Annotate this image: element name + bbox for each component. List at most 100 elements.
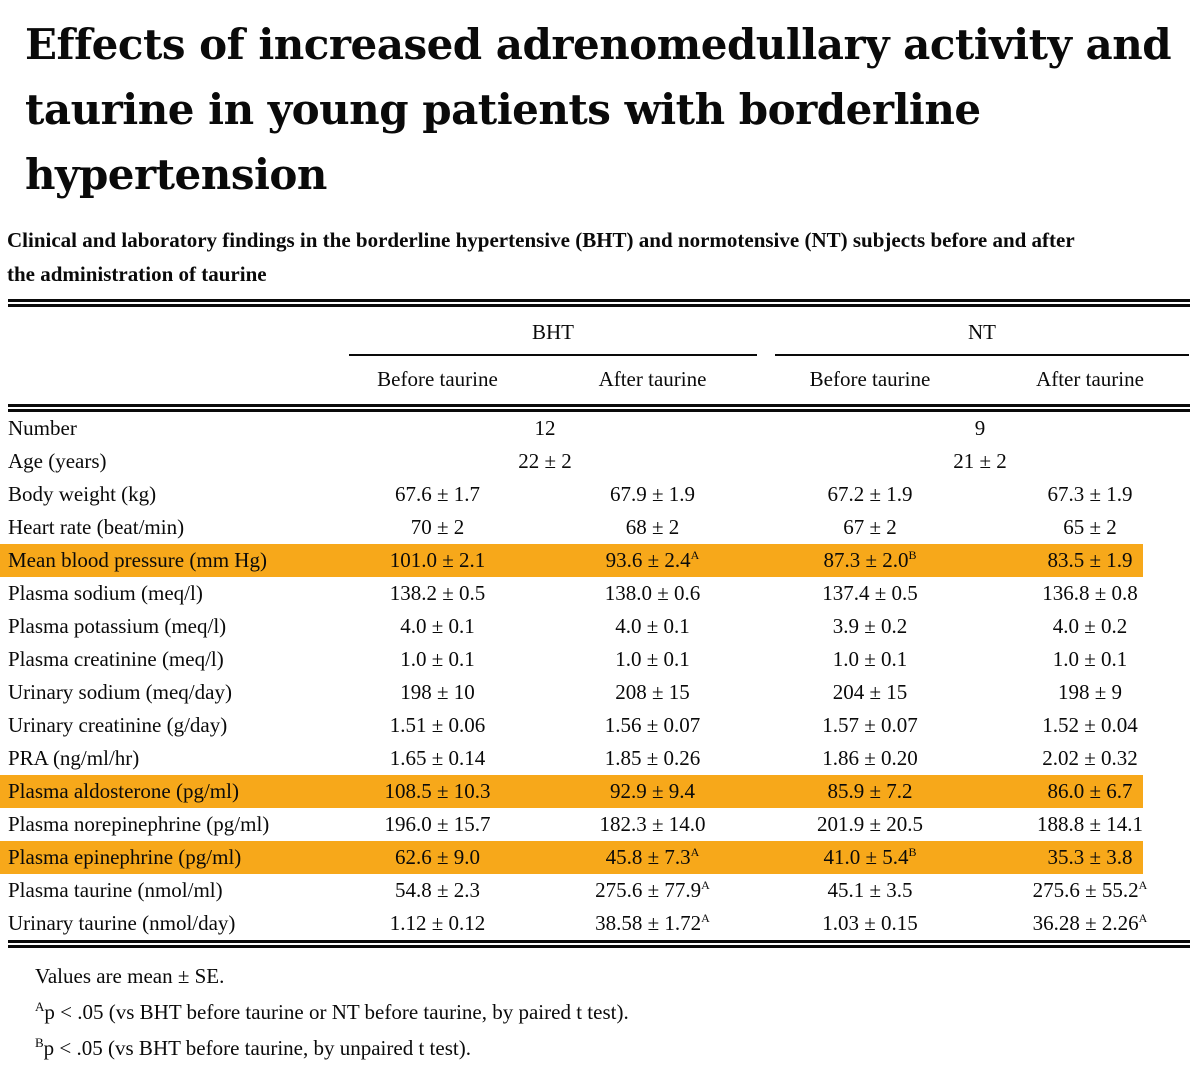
table-row: Urinary creatinine (g/day) 1.51 ± 0.06 1.5… — [0, 709, 1200, 742]
table-row: Plasma potassium (meq/l) 4.0 ± 0.1 4.0 ± 0… — [0, 610, 1200, 643]
footnote: Bp < .05 (vs BHT before taurine, by unpa… — [35, 1035, 471, 1060]
value-cell: 65 ± 2 — [1063, 515, 1117, 539]
value-cell: 1.85 ± 0.26 — [604, 746, 701, 770]
footnote: Values are mean ± SE. — [35, 964, 225, 988]
value-cell: 208 ± 15 — [615, 680, 690, 704]
page-title-line-3: hypertension — [25, 150, 327, 199]
group-header-row: BHT NT — [0, 307, 1200, 357]
table-row: Plasma norepinephrine (pg/ml) 196.0 ± 15.… — [0, 808, 1200, 841]
group-header-bht: BHT — [330, 307, 760, 357]
sub-header-nt-after: After taurine — [1036, 367, 1144, 391]
group-label-bht: BHT — [349, 319, 757, 356]
value-cell: 4.0 ± 0.2 — [1052, 614, 1128, 638]
table-row: Number 12 9 — [0, 412, 1200, 445]
value-cell: 1.86 ± 0.20 — [822, 746, 918, 770]
row-label: Mean blood pressure (mm Hg) — [0, 544, 330, 577]
table-caption-line-1: Clinical and laboratory findings in the … — [7, 228, 1075, 252]
value-cell: 12 — [534, 416, 556, 440]
table-row: Plasma creatinine (meq/l) 1.0 ± 0.1 1.0 ± … — [0, 643, 1200, 676]
value-cell: 67.3 ± 1.9 — [1047, 482, 1133, 506]
value-cell: 1.03 ± 0.15 — [822, 911, 918, 935]
row-label: Heart rate (beat/min) — [8, 515, 185, 539]
row-label: Plasma aldosterone (pg/ml) — [0, 775, 330, 808]
value-cell: 198 ± 10 — [400, 680, 475, 704]
significance-superscript: A — [701, 878, 710, 892]
table-bottom-rule — [8, 940, 1190, 948]
value-cell: 67 ± 2 — [843, 515, 897, 539]
group-label-nt: NT — [775, 319, 1189, 356]
value-cell: 201.9 ± 20.5 — [816, 812, 924, 836]
value-cell: 93.6 ± 2.4A — [545, 544, 760, 577]
page-title: Effects of increased adrenomedullary act… — [25, 12, 1200, 207]
value-cell: 1.57 ± 0.07 — [822, 713, 918, 737]
value-cell: 86.0 ± 6.7 — [980, 775, 1200, 808]
value-cell: 198 ± 9 — [1057, 680, 1123, 704]
value-cell: 275.6 ± 77.9A — [595, 878, 710, 902]
value-cell: 67.6 ± 1.7 — [394, 482, 481, 506]
row-label: Plasma creatinine (meq/l) — [8, 647, 224, 671]
row-label: Age (years) — [8, 449, 107, 473]
significance-superscript: A — [701, 911, 710, 925]
footnote-superscript: B — [35, 1035, 44, 1050]
value-cell: 275.6 ± 55.2A — [1032, 878, 1148, 902]
significance-superscript: A — [690, 845, 700, 859]
value-cell: 1.0 ± 0.1 — [400, 647, 475, 671]
sub-header-nt-before: Before taurine — [809, 367, 931, 391]
table-row: Plasma epinephrine (pg/ml) 62.6 ± 9.0 45.8… — [0, 841, 1200, 874]
value-cell: 3.9 ± 0.2 — [832, 614, 908, 638]
significance-superscript: B — [908, 548, 917, 562]
table-row: Body weight (kg) 67.6 ± 1.7 67.9 ± 1.9 67.2… — [0, 478, 1200, 511]
value-cell: 182.3 ± 14.0 — [599, 812, 706, 836]
row-label: Plasma potassium (meq/l) — [8, 614, 227, 638]
value-cell: 38.58 ± 1.72A — [595, 911, 710, 935]
table-top-rule — [8, 299, 1190, 307]
value-cell: 85.9 ± 7.2 — [760, 775, 980, 808]
row-label: Urinary creatinine (g/day) — [8, 713, 228, 737]
row-label: Body weight (kg) — [8, 482, 157, 506]
value-cell: 41.0 ± 5.4B — [760, 841, 980, 874]
value-cell: 1.52 ± 0.04 — [1042, 713, 1138, 737]
table-header: BHT NT Before taurine After taurine Befo… — [0, 307, 1200, 404]
value-cell: 4.0 ± 0.1 — [400, 614, 475, 638]
value-cell: 67.2 ± 1.9 — [827, 482, 913, 506]
value-cell: 87.3 ± 2.0B — [760, 544, 980, 577]
table-row: Heart rate (beat/min) 70 ± 2 68 ± 2 67 ± 2 6… — [0, 511, 1200, 544]
value-cell: 188.8 ± 14.1 — [1036, 812, 1144, 836]
table-mid-rule — [8, 404, 1190, 412]
value-cell: 21 ± 2 — [953, 449, 1007, 473]
table-row: PRA (ng/ml/hr) 1.65 ± 0.14 1.85 ± 0.26 1.86… — [0, 742, 1200, 775]
significance-superscript: A — [690, 548, 700, 562]
value-cell: 9 — [974, 416, 986, 440]
value-cell: 1.51 ± 0.06 — [389, 713, 486, 737]
page-title-line-2: taurine in young patients with borderlin… — [25, 85, 981, 134]
value-cell: 62.6 ± 9.0 — [330, 841, 545, 874]
value-cell: 35.3 ± 3.8 — [980, 841, 1200, 874]
value-cell: 204 ± 15 — [832, 680, 908, 704]
sub-header-bht-after: After taurine — [598, 367, 707, 391]
row-label: Plasma sodium (meq/l) — [8, 581, 203, 605]
value-cell: 4.0 ± 0.1 — [615, 614, 690, 638]
sub-header-spacer — [0, 357, 330, 404]
value-cell: 1.0 ± 0.1 — [832, 647, 908, 671]
table-row: Plasma taurine (nmol/ml) 54.8 ± 2.3 275.6 … — [0, 874, 1200, 907]
table-row: Plasma sodium (meq/l) 138.2 ± 0.5 138.0 ± … — [0, 577, 1200, 610]
table-row: Urinary taurine (nmol/day) 1.12 ± 0.12 38.… — [0, 907, 1200, 940]
value-cell: 136.8 ± 0.8 — [1042, 581, 1138, 605]
value-cell: 22 ± 2 — [518, 449, 572, 473]
page-title-line-1: Effects of increased adrenomedullary act… — [25, 20, 1172, 69]
table-caption-line-2: the administration of taurine — [7, 262, 267, 286]
table-row: Plasma aldosterone (pg/ml) 108.5 ± 10.3 92… — [0, 775, 1200, 808]
value-cell: 45.8 ± 7.3A — [545, 841, 760, 874]
table-row: Mean blood pressure (mm Hg) 101.0 ± 2.1 93… — [0, 544, 1200, 577]
value-cell: 54.8 ± 2.3 — [394, 878, 481, 902]
significance-superscript: A — [1138, 911, 1148, 925]
sub-header-bht-before: Before taurine — [377, 367, 498, 391]
value-cell: 68 ± 2 — [625, 515, 680, 539]
group-header-spacer — [0, 307, 330, 357]
value-cell: 108.5 ± 10.3 — [330, 775, 545, 808]
significance-superscript: A — [1138, 878, 1148, 892]
sub-header-row: Before taurine After taurine Before taur… — [0, 357, 1200, 404]
footnotes: Values are mean ± SE. Ap < .05 (vs BHT be… — [35, 958, 1200, 1066]
value-cell: 137.4 ± 0.5 — [822, 581, 918, 605]
